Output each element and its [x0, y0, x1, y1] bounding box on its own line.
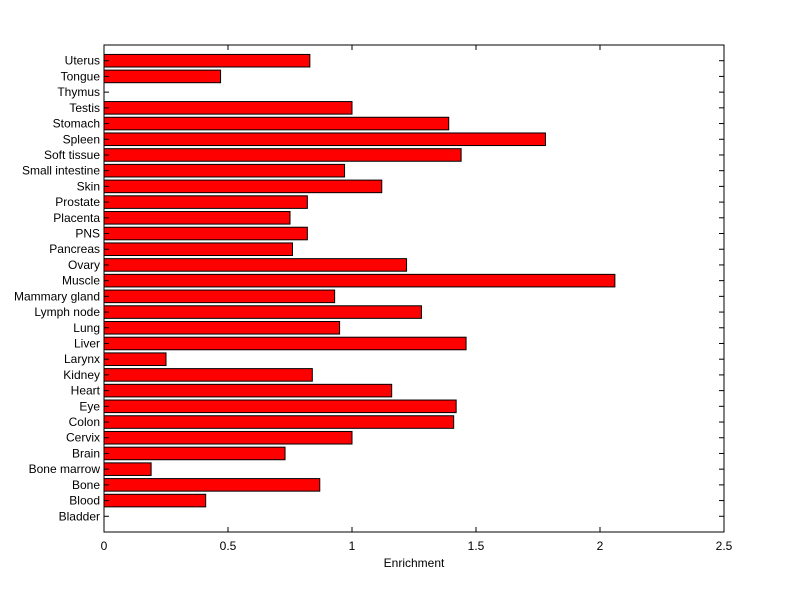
bar-skin — [103, 179, 383, 194]
y-tick-label: Muscle — [62, 274, 100, 288]
bar-colon — [103, 415, 455, 429]
y-tick-label: Blood — [69, 494, 100, 508]
x-tick-label: 1.5 — [468, 539, 485, 553]
bar-prostate — [103, 195, 308, 209]
bar-liver — [103, 336, 467, 351]
bar-cervix — [103, 430, 353, 445]
x-tick-label: 2.5 — [716, 539, 733, 553]
bar-placenta — [103, 211, 291, 225]
bar-kidney — [103, 368, 313, 382]
bar-testis — [103, 101, 353, 115]
plot-area-frame — [103, 44, 725, 533]
bar-brain — [103, 446, 286, 461]
bar-pancreas — [103, 242, 293, 257]
bar-tongue — [103, 69, 222, 84]
x-axis-label: Enrichment — [384, 556, 445, 570]
y-tick-label: Bone marrow — [29, 462, 101, 476]
bar-bone — [103, 478, 321, 492]
x-tick-label: 1 — [349, 539, 356, 553]
y-tick-label: Kidney — [63, 368, 100, 382]
bar-lung — [103, 320, 341, 335]
y-tick-label: Placenta — [53, 211, 100, 225]
y-tick-label: Bladder — [59, 509, 100, 523]
bar-larynx — [103, 352, 167, 366]
bar-blood — [103, 493, 207, 508]
bar-ovary — [103, 258, 408, 272]
y-tick-label: Lymph node — [34, 305, 100, 319]
x-tick-label: 0 — [101, 539, 108, 553]
y-tick-label: Thymus — [57, 85, 100, 99]
bar-pns — [103, 226, 308, 241]
y-tick-label: Pancreas — [49, 242, 100, 256]
y-tick-label: Colon — [69, 415, 100, 429]
bar-lymph-node — [103, 305, 422, 319]
bar-spleen — [103, 132, 546, 147]
y-tick-label: Prostate — [55, 195, 100, 209]
y-tick-label: Heart — [71, 384, 101, 398]
y-tick-label: Larynx — [64, 352, 100, 366]
bar-bone-marrow — [103, 462, 152, 476]
y-tick-label: Tongue — [61, 69, 101, 83]
y-tick-label: Ovary — [68, 258, 100, 272]
ticks-group — [103, 45, 725, 532]
y-tick-label: Brain — [72, 446, 100, 460]
bar-soft-tissue — [103, 148, 462, 162]
bars-group — [103, 53, 616, 508]
bar-uterus — [103, 53, 311, 68]
bar-heart — [103, 383, 393, 398]
y-tick-label: Spleen — [63, 132, 100, 146]
bar-muscle — [103, 273, 616, 288]
bar-stomach — [103, 116, 450, 131]
y-tick-label: Stomach — [53, 117, 100, 131]
y-tick-label: Mammary gland — [14, 289, 100, 303]
bar-mammary-gland — [103, 289, 336, 304]
y-tick-label: Eye — [79, 399, 100, 413]
y-tick-label: Skin — [77, 179, 100, 193]
y-tick-label: Uterus — [65, 54, 100, 68]
y-tick-label: Lung — [73, 321, 100, 335]
y-tick-label: Liver — [74, 336, 100, 350]
y-tick-label: Bone — [72, 478, 100, 492]
y-tick-label: Small intestine — [22, 164, 100, 178]
bar-small-intestine — [103, 163, 346, 178]
x-tick-label: 2 — [597, 539, 604, 553]
bar-eye — [103, 399, 457, 414]
x-tick-label: 0.5 — [220, 539, 237, 553]
y-tick-label: PNS — [75, 227, 100, 241]
y-tick-label: Soft tissue — [44, 148, 100, 162]
y-tick-label: Cervix — [66, 431, 100, 445]
y-tick-label: Testis — [69, 101, 100, 115]
